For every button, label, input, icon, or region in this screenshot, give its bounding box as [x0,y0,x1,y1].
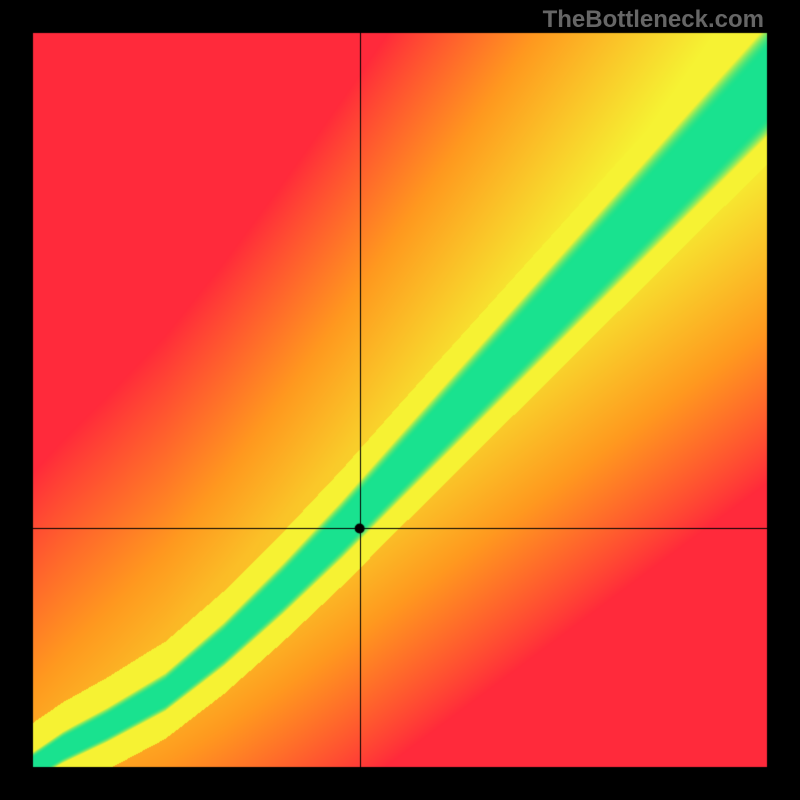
chart-container: TheBottleneck.com [0,0,800,800]
watermark-text: TheBottleneck.com [543,6,764,34]
bottleneck-heatmap [0,0,800,800]
